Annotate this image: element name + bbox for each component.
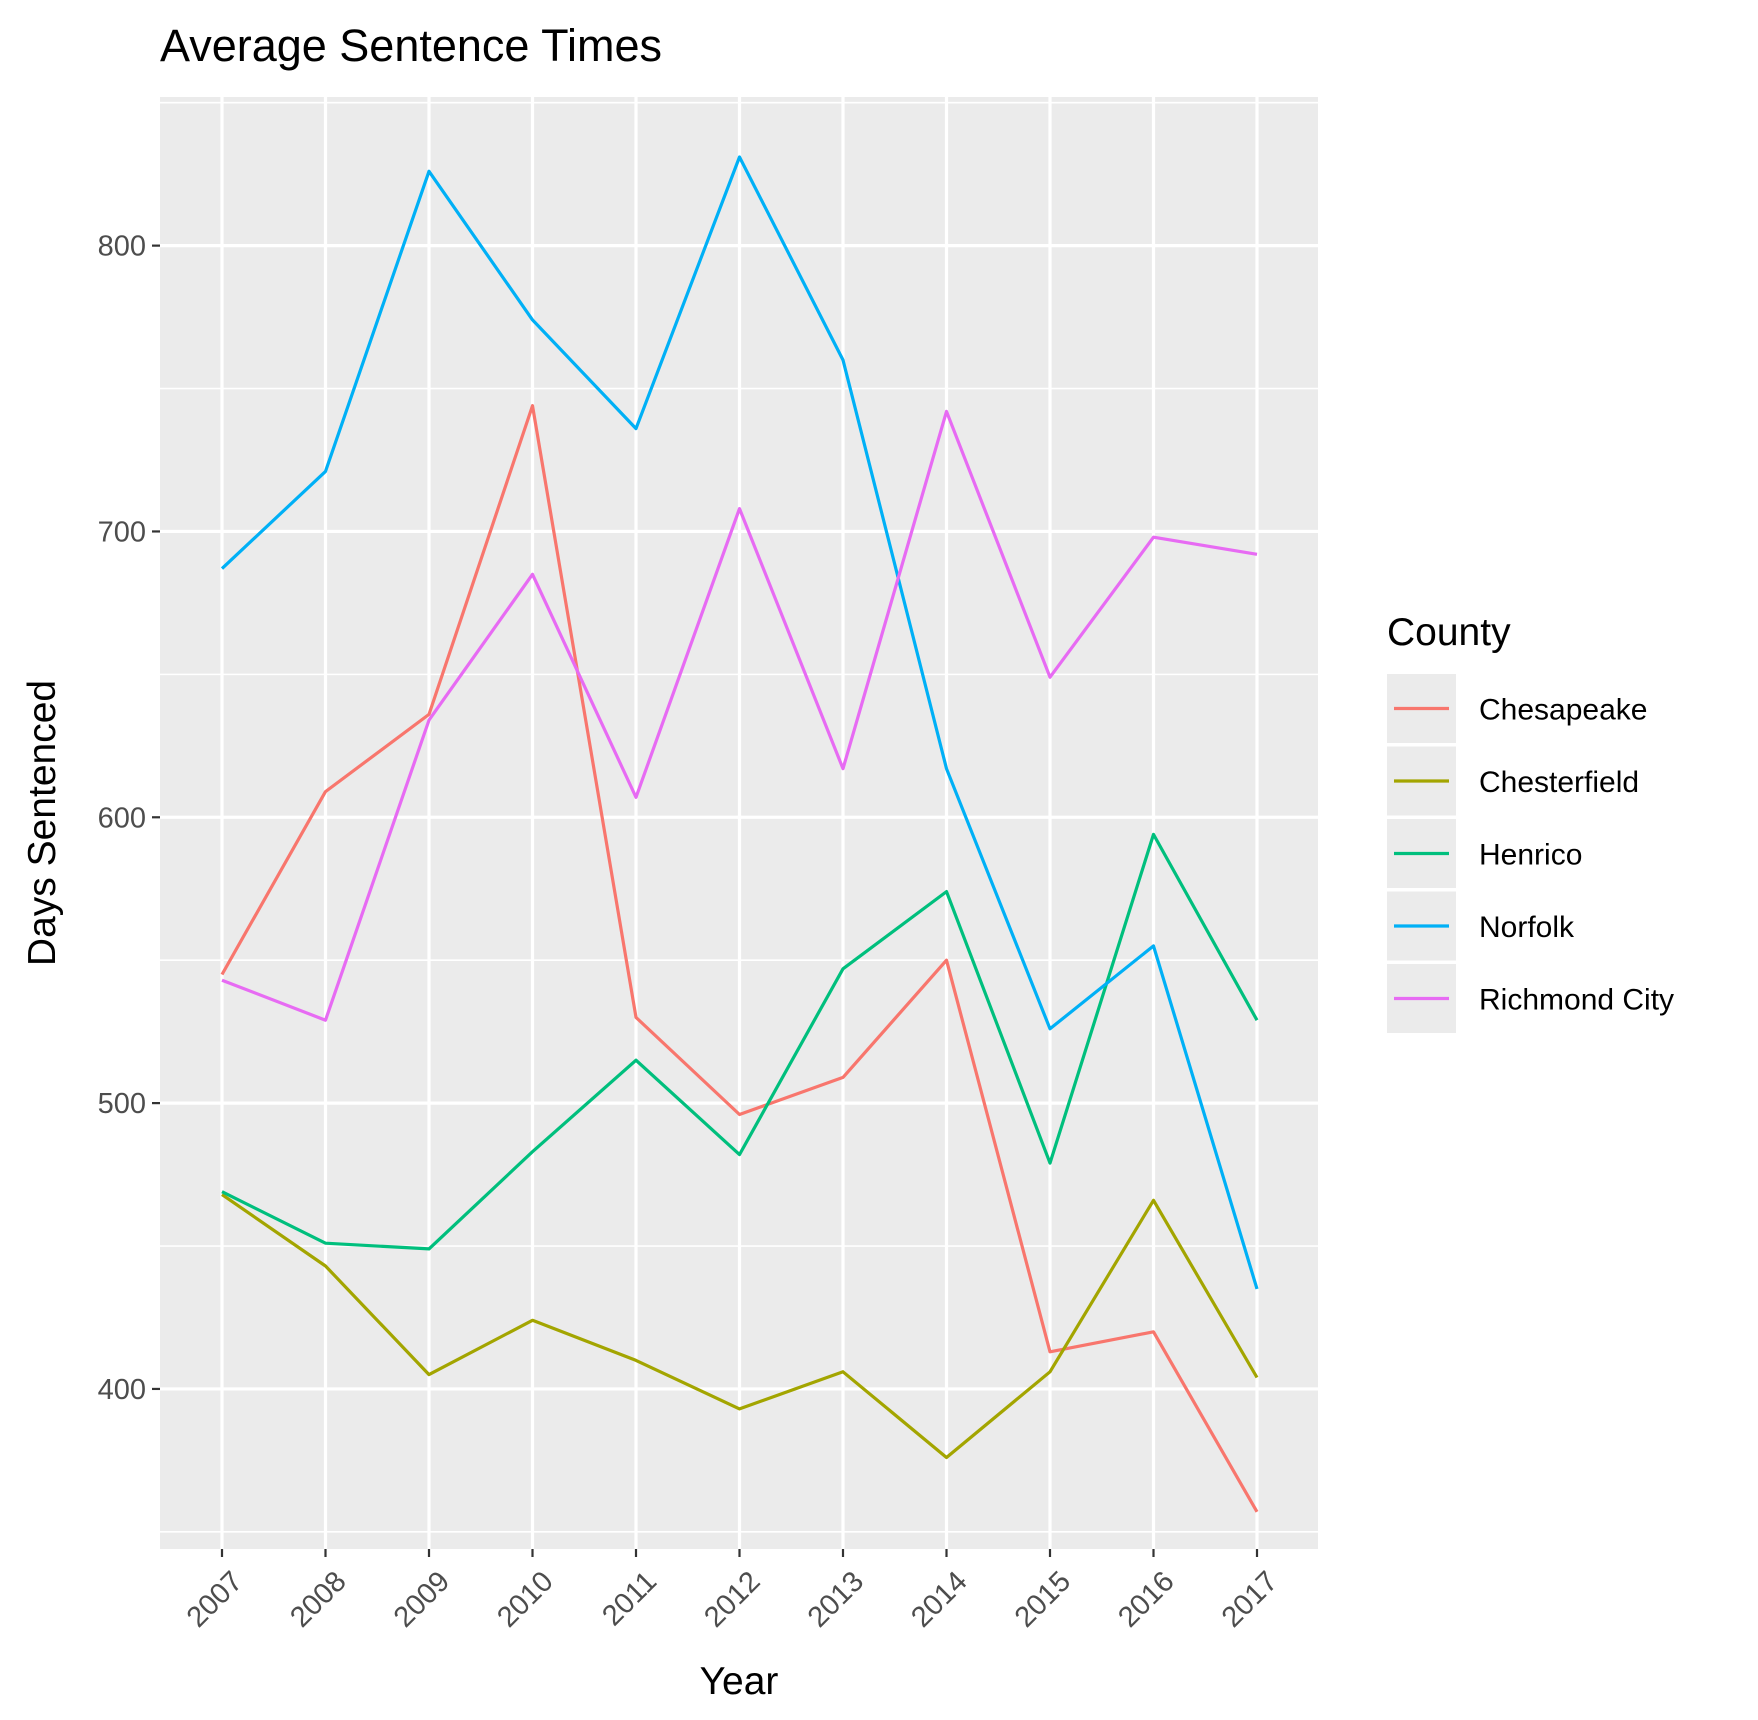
x-tick-label: 2014 — [905, 1565, 973, 1633]
x-tick-label: 2012 — [698, 1565, 766, 1633]
series-line-norfolk — [220, 155, 1259, 1290]
series-line-richmond-city — [221, 409, 1258, 1022]
series-lines — [220, 155, 1259, 1513]
x-tick-label: 2009 — [388, 1565, 456, 1633]
legend-label: Norfolk — [1479, 911, 1575, 944]
legend-label: Chesapeake — [1479, 694, 1647, 727]
x-tick-label: 2013 — [802, 1565, 870, 1633]
legend-label: Chesterfield — [1479, 766, 1639, 799]
legend-title: County — [1387, 611, 1511, 654]
x-tick-label: 2016 — [1112, 1565, 1180, 1633]
x-axis-title: Year — [700, 1660, 779, 1703]
x-tick-label: 2011 — [596, 1565, 663, 1632]
x-tick-label: 2010 — [491, 1565, 559, 1633]
legend-label: Henrico — [1479, 839, 1582, 872]
x-tick-label: 2008 — [284, 1565, 352, 1633]
y-axis-title: Days Sentenced — [21, 680, 64, 966]
y-tick-label: 500 — [98, 1088, 146, 1120]
x-tick-label: 2007 — [181, 1565, 249, 1633]
y-axis-ticks: 400 500 600 700 800 — [98, 231, 160, 1406]
series-line-chesterfield — [221, 1193, 1259, 1460]
x-axis-ticks: 2007 2008 2009 2010 2011 2012 2013 2014 2015 2016… — [181, 1549, 1284, 1634]
series-line-chesapeake — [220, 404, 1259, 1513]
y-tick-label: 400 — [98, 1374, 146, 1406]
y-tick-label: 800 — [98, 231, 146, 263]
legend: County Chesapeake Chesterfield Henrico Norf… — [1387, 611, 1674, 1033]
series-line-henrico — [221, 832, 1259, 1251]
x-tick-label: 2017 — [1216, 1565, 1284, 1633]
legend-items: Chesapeake Chesterfield Henrico Norfolk Rich… — [1387, 674, 1674, 1033]
x-tick-label: 2015 — [1009, 1565, 1077, 1633]
chart-title: Average Sentence Times — [160, 20, 662, 71]
y-tick-label: 700 — [98, 516, 146, 548]
major-gridlines — [160, 97, 1318, 1549]
y-tick-label: 600 — [98, 802, 146, 834]
legend-label: Richmond City — [1479, 984, 1674, 1017]
